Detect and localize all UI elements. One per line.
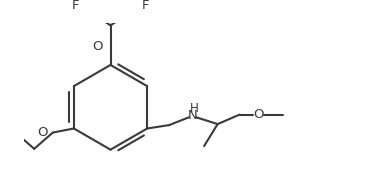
Text: O: O <box>253 108 264 121</box>
Text: F: F <box>72 0 79 11</box>
Text: O: O <box>37 126 48 139</box>
Text: H: H <box>190 102 199 115</box>
Text: N: N <box>187 109 197 122</box>
Text: O: O <box>92 40 103 53</box>
Text: F: F <box>142 0 149 11</box>
